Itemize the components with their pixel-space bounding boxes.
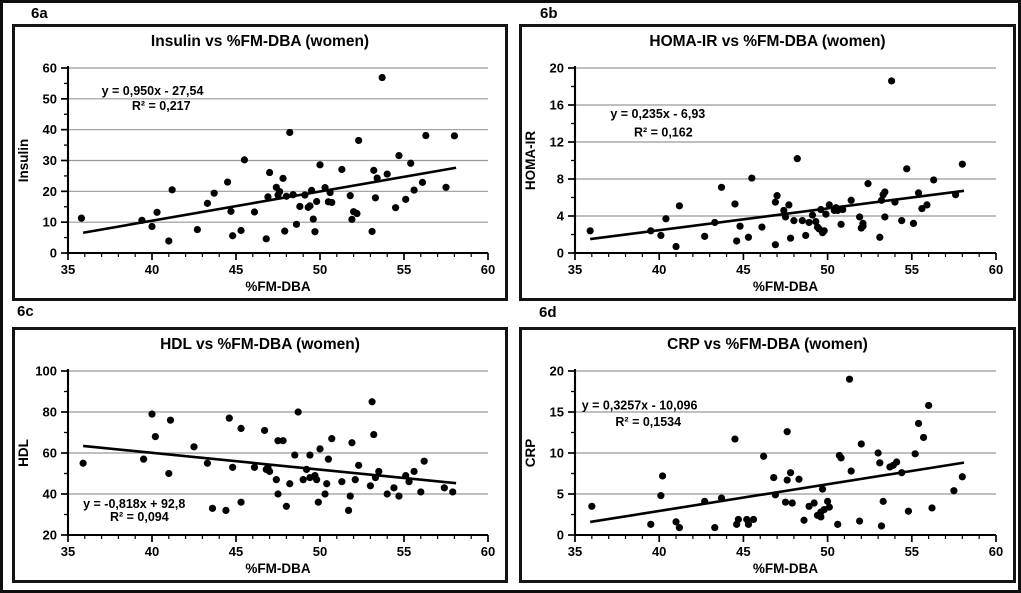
svg-text:40: 40 [652, 544, 666, 559]
panel-label-6b: 6b [540, 5, 558, 22]
panel-label-6c: 6c [17, 303, 34, 320]
chart-title-6c: HDL vs %FM-DBA (women) [160, 336, 360, 353]
svg-text:R² = 0,162: R² = 0,162 [634, 125, 693, 139]
svg-text:40: 40 [43, 487, 57, 502]
svg-text:y = 0,950x - 27,54: y = 0,950x - 27,54 [102, 84, 204, 98]
svg-text:12: 12 [550, 135, 564, 150]
svg-text:40: 40 [145, 262, 159, 277]
svg-text:35: 35 [61, 544, 75, 559]
svg-text:y = 0,235x - 6,93: y = 0,235x - 6,93 [610, 107, 705, 121]
scatter-plot-6a: 0 10 20 30 40 50 60 35 40 45 50 55 60 y = 0,950x - 27… [15, 55, 505, 298]
svg-text:%FM-DBA: %FM-DBA [753, 279, 818, 294]
svg-text:%FM-DBA: %FM-DBA [753, 561, 818, 576]
svg-text:y = -0,818x + 92,8: y = -0,818x + 92,8 [83, 497, 185, 511]
svg-text:50: 50 [820, 262, 834, 277]
svg-text:R² = 0,217: R² = 0,217 [132, 99, 191, 113]
panel-6c: HDL vs %FM-DBA (women) 20 40 60 80 100 35 40 45… [12, 327, 508, 583]
svg-text:0: 0 [557, 528, 564, 543]
panel-6d: CRP vs %FM-DBA (women) 0 5 10 15 20 35 40 45 50 5… [519, 327, 1016, 583]
panel-label-6d: 6d [539, 304, 557, 321]
svg-text:20: 20 [550, 61, 564, 76]
svg-text:55: 55 [397, 262, 411, 277]
scatter-svg-6b: 0 4 8 12 16 20 35 40 45 50 55 60 y = 0,235x - 6,93 R²… [523, 61, 1003, 295]
svg-text:8: 8 [557, 172, 564, 187]
svg-text:R² = 0,094: R² = 0,094 [110, 510, 169, 524]
svg-text:R² = 0,1534: R² = 0,1534 [615, 415, 681, 429]
svg-text:HDL: HDL [16, 439, 31, 467]
svg-text:55: 55 [905, 262, 919, 277]
svg-text:CRP: CRP [523, 439, 538, 468]
svg-text:30: 30 [43, 153, 57, 168]
svg-text:60: 60 [43, 61, 57, 76]
svg-text:y = 0,3257x - 10,096: y = 0,3257x - 10,096 [582, 399, 698, 413]
svg-text:10: 10 [550, 446, 564, 461]
svg-text:35: 35 [61, 262, 75, 277]
svg-text:50: 50 [313, 544, 327, 559]
svg-text:20: 20 [550, 364, 564, 379]
scatter-svg-6a: 0 10 20 30 40 50 60 35 40 45 50 55 60 y = 0,950x - 27… [16, 61, 495, 295]
panel-6a: Insulin vs %FM-DBA (women) 0 10 20 30 40 50 60… [12, 24, 508, 301]
svg-text:40: 40 [145, 544, 159, 559]
svg-text:15: 15 [550, 405, 564, 420]
svg-text:60: 60 [481, 262, 495, 277]
svg-text:55: 55 [905, 544, 919, 559]
svg-text:80: 80 [43, 405, 57, 420]
svg-text:HOMA-IR: HOMA-IR [523, 131, 538, 190]
svg-text:45: 45 [736, 262, 750, 277]
scatter-plot-6c: 20 40 60 80 100 35 40 45 50 55 60 y = -0,818x + 92,… [15, 358, 505, 580]
svg-text:40: 40 [43, 122, 57, 137]
svg-text:60: 60 [989, 262, 1003, 277]
svg-text:16: 16 [550, 98, 564, 113]
svg-text:50: 50 [820, 544, 834, 559]
svg-text:Insulin: Insulin [16, 139, 31, 183]
scatter-plot-6d: 0 5 10 15 20 35 40 45 50 55 60 y = 0,3257x - 10,096… [522, 358, 1013, 580]
svg-text:%FM-DBA: %FM-DBA [245, 279, 310, 294]
svg-text:60: 60 [481, 544, 495, 559]
svg-text:0: 0 [50, 246, 57, 261]
svg-text:50: 50 [313, 262, 327, 277]
svg-text:40: 40 [652, 262, 666, 277]
svg-text:55: 55 [397, 544, 411, 559]
svg-text:5: 5 [557, 487, 564, 502]
svg-text:100: 100 [35, 364, 57, 379]
svg-text:20: 20 [43, 184, 57, 199]
svg-text:60: 60 [989, 544, 1003, 559]
svg-text:45: 45 [229, 544, 243, 559]
scatter-svg-6d: 0 5 10 15 20 35 40 45 50 55 60 y = 0,3257x - 10,096… [523, 364, 1003, 577]
svg-text:10: 10 [43, 215, 57, 230]
chart-title-6a: Insulin vs %FM-DBA (women) [150, 33, 370, 50]
svg-text:35: 35 [568, 262, 582, 277]
scatter-svg-6c: 20 40 60 80 100 35 40 45 50 55 60 y = -0,818x + 92,… [16, 364, 495, 577]
svg-text:4: 4 [557, 209, 565, 224]
panel-6b: HOMA-IR vs %FM-DBA (women) 0 4 8 12 16 20 35 40… [519, 24, 1016, 301]
scatter-plot-6b: 0 4 8 12 16 20 35 40 45 50 55 60 y = 0,235x - 6,93 R²… [522, 55, 1013, 298]
svg-text:45: 45 [229, 262, 243, 277]
svg-text:35: 35 [568, 544, 582, 559]
svg-text:60: 60 [43, 446, 57, 461]
svg-text:0: 0 [557, 246, 564, 261]
svg-text:45: 45 [736, 544, 750, 559]
panel-label-6a: 6a [31, 5, 48, 22]
svg-text:50: 50 [43, 91, 57, 106]
svg-text:20: 20 [43, 528, 57, 543]
svg-text:%FM-DBA: %FM-DBA [245, 561, 310, 576]
chart-title-6d: CRP vs %FM-DBA (women) [667, 336, 868, 353]
chart-title-6b: HOMA-IR vs %FM-DBA (women) [649, 33, 886, 50]
